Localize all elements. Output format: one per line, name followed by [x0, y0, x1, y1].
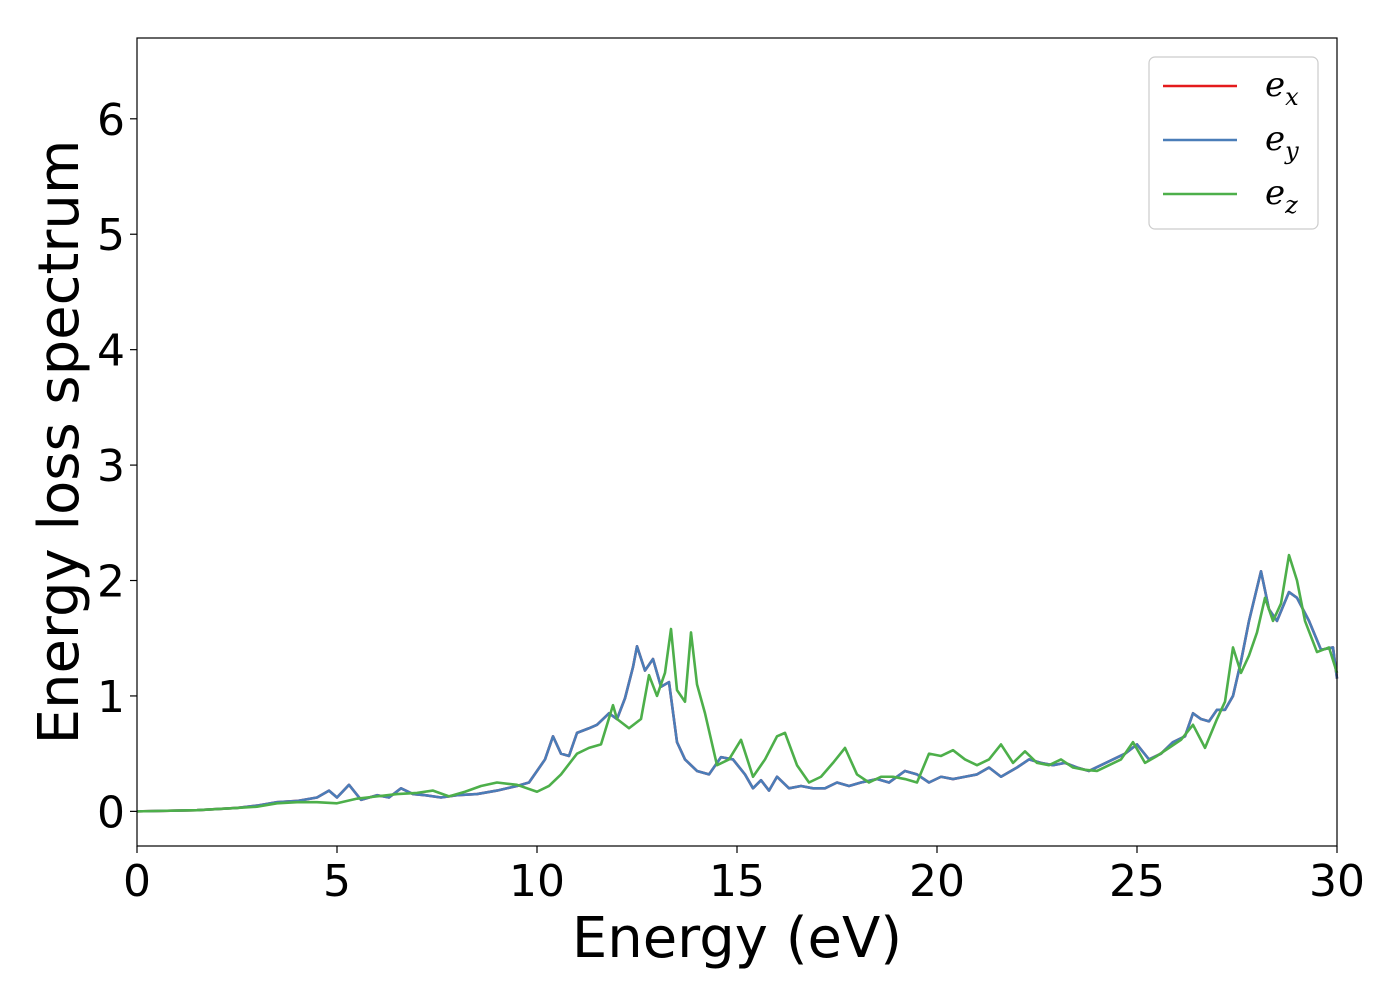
y-tick-label: 4 — [97, 326, 125, 377]
x-tick-label: 5 — [323, 856, 351, 907]
legend-box — [1148, 56, 1319, 230]
x-axis-ticks: 0 5 10 15 20 25 30 — [123, 846, 1365, 907]
y-tick-label: 1 — [97, 672, 125, 723]
y-axis-label: Energy loss spectrum — [27, 140, 92, 745]
x-tick-label: 30 — [1309, 856, 1365, 907]
legend-label-z: ez — [1265, 173, 1298, 219]
plot-area — [137, 38, 1337, 846]
x-axis-label: Energy (eV) — [572, 906, 902, 971]
x-tick-label: 15 — [709, 856, 765, 907]
y-tick-label: 0 — [97, 787, 125, 838]
x-tick-label: 0 — [123, 856, 151, 907]
y-tick-label: 2 — [97, 557, 125, 608]
x-tick-label: 10 — [509, 856, 565, 907]
series-lines — [136, 553, 1339, 813]
legend: ex ey ez — [1148, 56, 1319, 230]
x-tick-label: 20 — [909, 856, 965, 907]
y-tick-label: 3 — [97, 441, 125, 492]
legend-label-x: ex — [1265, 65, 1299, 111]
y-tick-label: 6 — [97, 95, 125, 146]
y-tick-label: 5 — [97, 210, 125, 261]
y-axis-ticks: 0 1 2 3 4 5 6 — [97, 95, 137, 838]
x-tick-label: 25 — [1109, 856, 1165, 907]
legend-label-y: ey — [1265, 119, 1299, 165]
series-line-z — [136, 553, 1339, 813]
